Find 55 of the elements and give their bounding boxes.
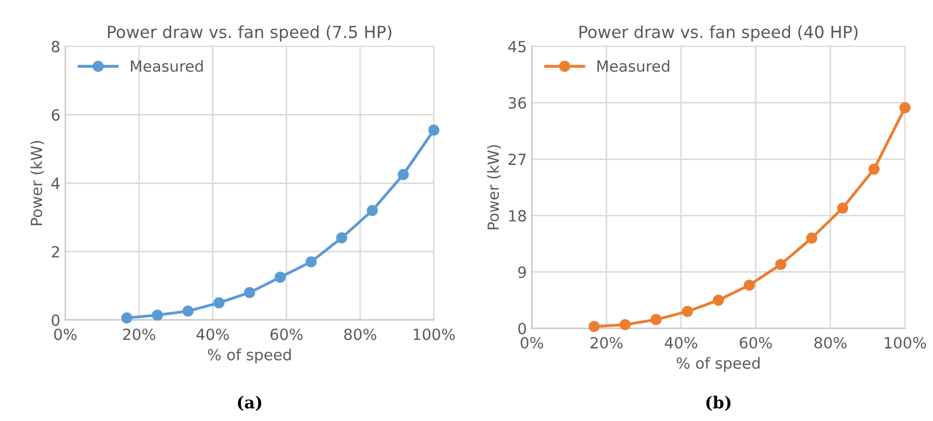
point: [336, 232, 348, 244]
x-axis-title: % of speed: [676, 357, 760, 372]
text: (a): [238, 396, 262, 411]
legend-label: Measured: [597, 60, 670, 72]
x-tick-label: 20%: [590, 336, 623, 349]
x-tick-label: 80%: [344, 328, 376, 340]
y-tick-label: 45: [508, 40, 526, 52]
x-tick-label: 60%: [740, 336, 772, 349]
point: [244, 287, 256, 298]
y-axis-title: Power (kW): [30, 140, 44, 226]
legend-label: Measured: [130, 60, 203, 72]
x-tick-label: 20%: [123, 328, 156, 340]
point: [152, 310, 163, 321]
chart-title: Power draw vs. fan speed (40 HP): [580, 25, 858, 42]
y-tick-label: 6: [52, 109, 60, 121]
x-tick-label: 0%: [54, 328, 77, 340]
point: [306, 256, 317, 268]
point: [182, 306, 194, 317]
text: (b): [706, 396, 731, 411]
y-tick-label: 0: [52, 314, 60, 326]
point: [274, 272, 286, 283]
x-tick-label: 0%: [520, 336, 544, 349]
y-axis-title: Power (kW): [487, 145, 501, 230]
point: [588, 320, 600, 332]
point: [806, 232, 818, 244]
point: [620, 319, 631, 330]
y-tick-label: 36: [508, 97, 526, 109]
point: [775, 258, 786, 270]
point: [744, 280, 755, 291]
x-tick-label: 80%: [814, 336, 847, 349]
x-tick-label: 40%: [196, 328, 229, 340]
x-tick-label: 60%: [270, 328, 303, 340]
point: [837, 202, 848, 214]
y-tick-label: 27: [508, 154, 526, 165]
point: [712, 294, 724, 306]
x-axis-title: % of speed: [208, 348, 291, 364]
x-tick-label: 100%: [414, 328, 455, 340]
y-tick-label: 0: [518, 322, 526, 334]
point: [121, 312, 132, 324]
y-tick-label: 4: [51, 178, 60, 189]
point: [682, 306, 693, 318]
y-tick-label: 18: [509, 210, 526, 222]
point: [366, 204, 378, 216]
point: [213, 297, 225, 308]
y-tick-label: 9: [518, 266, 526, 278]
x-tick-label: 100%: [884, 336, 926, 349]
y-tick-label: 8: [52, 40, 60, 52]
point: [868, 164, 880, 175]
x-tick-label: 40%: [664, 336, 698, 349]
chart-title: Power draw vs. fan speed (7.5 HP): [108, 25, 392, 42]
point: [428, 124, 440, 136]
point: [650, 314, 662, 326]
point: [398, 169, 409, 180]
point: [899, 102, 911, 114]
y-tick-label: 2: [52, 246, 59, 258]
